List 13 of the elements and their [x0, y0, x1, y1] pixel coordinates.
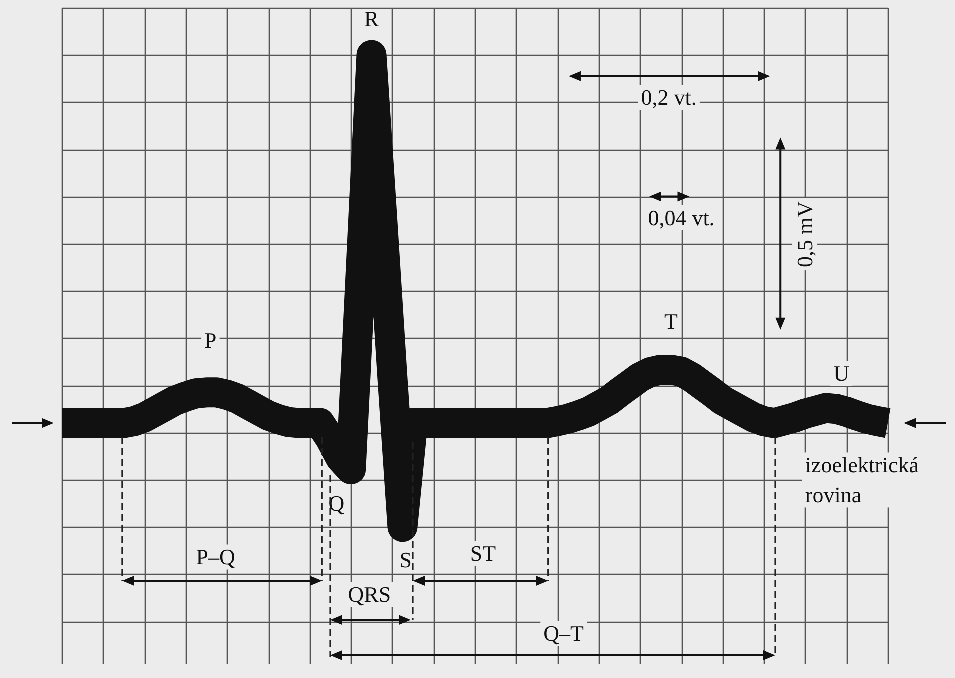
text: P–Q: [196, 544, 236, 570]
annotation: T: [664, 309, 678, 334]
annotation: izoelektrická rovina: [805, 452, 920, 508]
text: QRS: [348, 582, 392, 608]
annotation: 0,2 vt.: [641, 85, 697, 110]
text: ST: [470, 540, 497, 566]
annotation: P: [204, 328, 217, 354]
text: S: [400, 548, 412, 573]
text: R: [364, 6, 380, 32]
annotation: 0,04 vt.: [648, 205, 715, 230]
annotation: 0,5 mV: [792, 201, 818, 268]
annotation: U: [834, 361, 850, 386]
text: Q–T: [544, 621, 585, 646]
